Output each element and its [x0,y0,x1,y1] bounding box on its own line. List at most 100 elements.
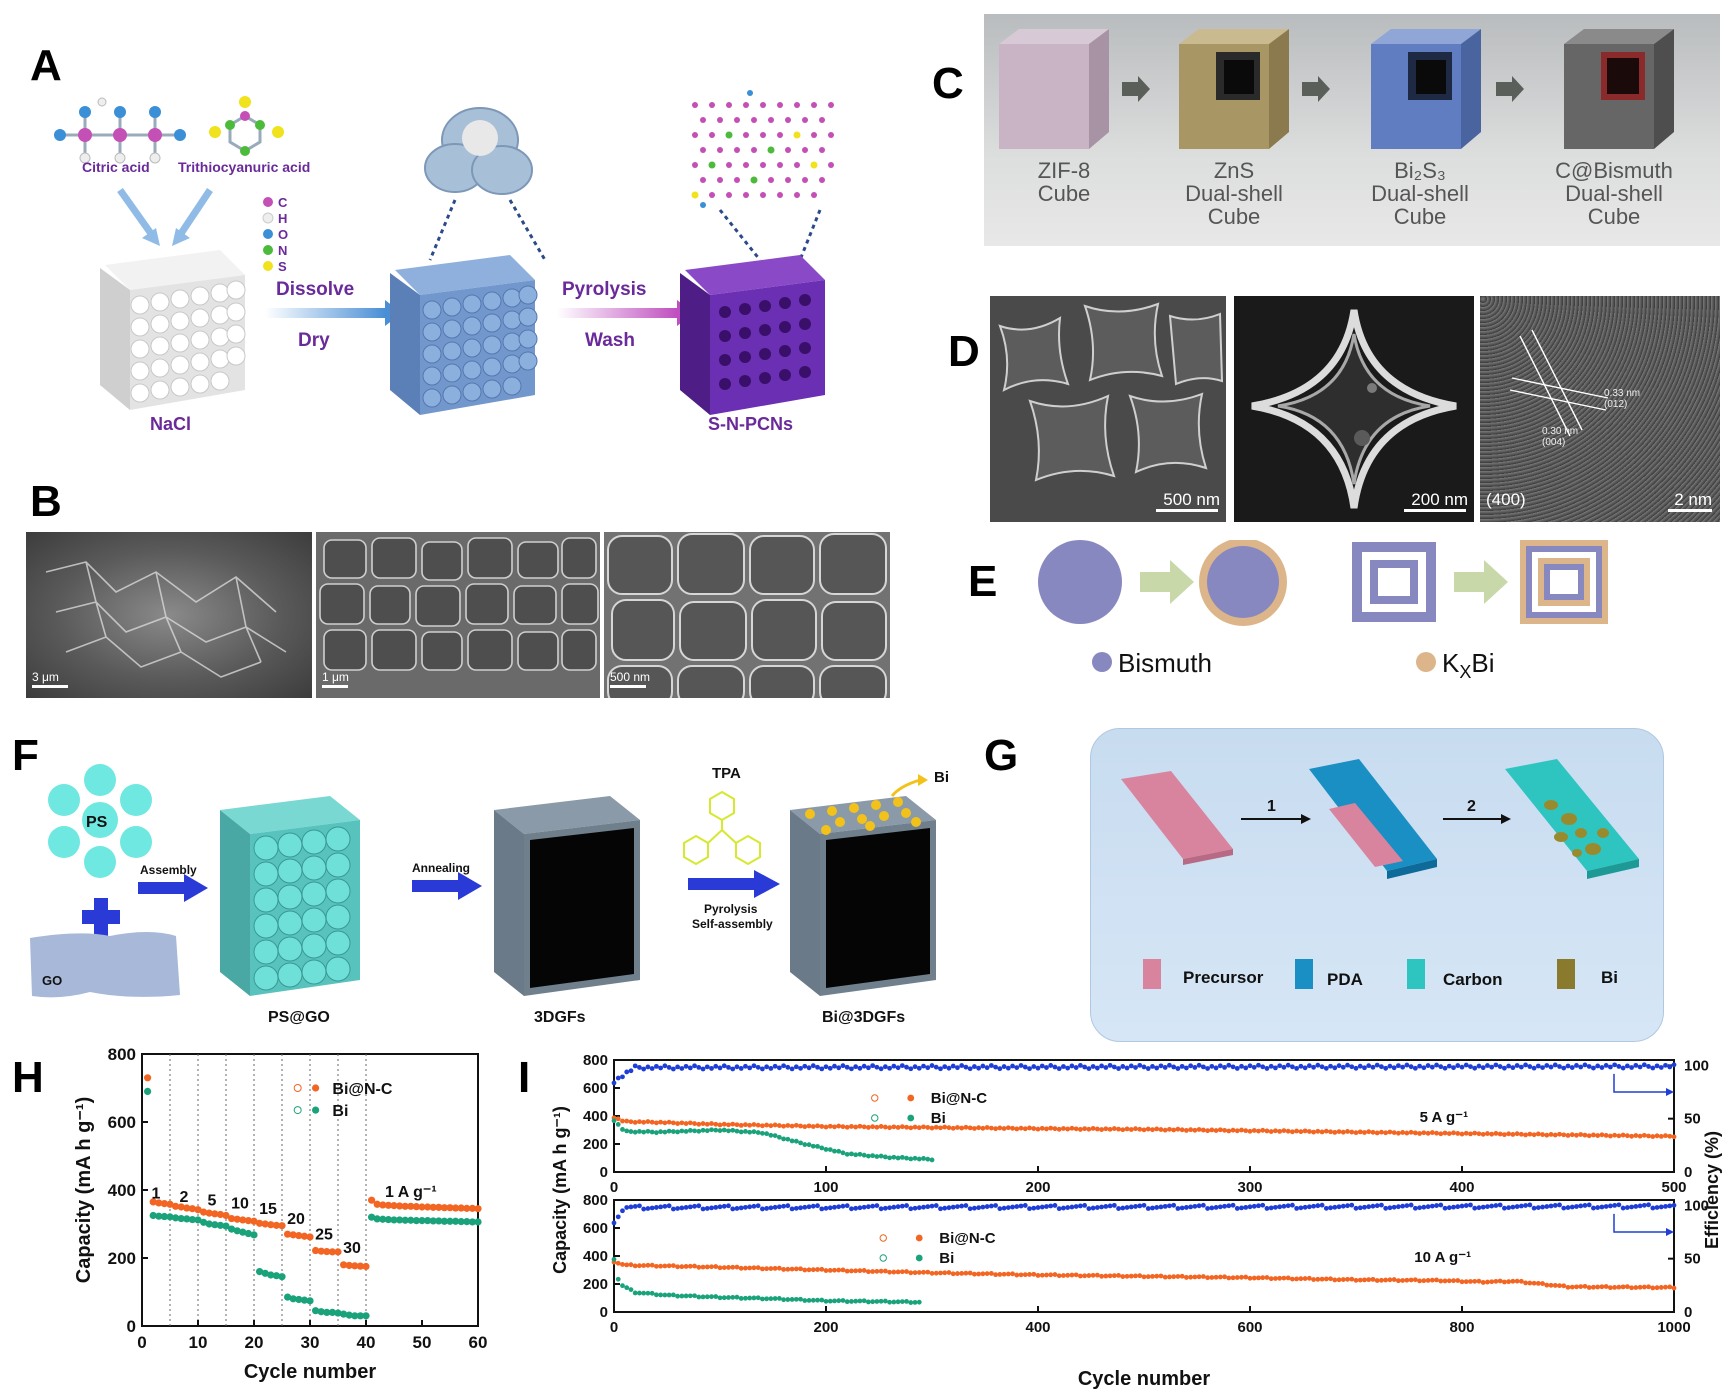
efficiency-point [1175,1206,1181,1211]
efficiency-point [895,1065,901,1071]
x-tick-label: 100 [813,1179,838,1196]
data-point-bi [827,1298,833,1304]
efficiency-point [1150,1205,1155,1211]
data-point-bi-nc [1281,1275,1287,1281]
data-point-bi-nc [687,1263,693,1269]
data-point-bi-nc [1349,1129,1355,1135]
data-point-bi-nc [1624,1284,1630,1290]
efficiency-point [993,1203,998,1208]
efficiency-point [1400,1064,1406,1070]
data-point-bi-nc [1370,1276,1376,1282]
data-point-bi-nc [993,1272,998,1278]
data-point-bi-nc [256,1219,264,1227]
efficiency-point [980,1204,986,1210]
data-point-bi [887,1299,892,1305]
efficiency-point [870,1063,876,1069]
efficiency-point [1323,1065,1329,1071]
data-point-bi [844,1299,850,1305]
efficiency-point [1056,1066,1062,1072]
data-point-bi-nc [1654,1285,1660,1291]
data-point-bi-nc [925,1269,931,1275]
efficiency-point [1230,1064,1236,1070]
data-point-bi-nc [1362,1277,1367,1283]
efficiency-point [1561,1065,1567,1071]
data-point-bi-nc [1027,1125,1032,1131]
efficiency-point [1005,1065,1011,1071]
data-point-bi-nc [1315,1128,1321,1134]
dry-label: Dry [298,330,330,351]
data-point-bi [435,1217,443,1225]
data-point-bi-nc [967,1125,973,1131]
efficiency-point [1056,1206,1062,1212]
efficiency-point [649,1066,655,1071]
efficiency-point [1336,1063,1342,1069]
data-point-bi-nc [1463,1279,1469,1285]
efficiency-point [1141,1064,1147,1070]
efficiency-point [1277,1063,1283,1069]
data-point-bi-nc [1544,1132,1550,1138]
efficiency-point [1387,1063,1393,1069]
data-point-bi-nc [272,1221,280,1229]
data-point-bi [912,1155,918,1161]
legend-bi: Bi [1601,968,1618,987]
efficiency-point [1421,1065,1427,1071]
data-point-bi-nc [1523,1132,1528,1138]
data-point-bi-nc [976,1125,982,1131]
svg-text:H: H [278,211,287,226]
data-point-bi-nc [1485,1131,1490,1136]
efficiency-point [764,1064,770,1070]
efficiency-point [1442,1205,1448,1211]
data-point-bi-nc [857,1268,863,1274]
chart-i-frame [613,1059,1675,1173]
data-point-bi-nc [1446,1131,1452,1137]
data-point-bi [798,1140,803,1146]
data-point-bi-nc [1027,1272,1032,1277]
data-point-bi-nc [1599,1132,1605,1138]
data-point-bi-nc [160,1200,168,1208]
efficiency-point [709,1205,714,1211]
efficiency-point [747,1204,753,1210]
efficiency-point [768,1205,774,1211]
efficiency-point [1493,1203,1499,1208]
data-point-bi [306,1297,314,1305]
citric-acid-molecule [54,97,186,164]
data-point-bi-nc [921,1269,926,1275]
data-point-bi-nc [312,1246,320,1255]
data-point-bi-nc [891,1124,897,1130]
efficiency-point [1552,1062,1558,1068]
data-point-bi-nc [1612,1132,1618,1138]
stage-bi2s3-line3: Cube [1393,204,1447,229]
data-point-bi-nc [1213,1274,1219,1280]
data-point-bi-nc [323,1247,331,1256]
efficiency-point [866,1204,871,1210]
efficiency-point [1663,1204,1668,1209]
data-point-bi [853,1152,859,1158]
data-point-bi-nc [857,1123,863,1129]
efficiency-point [1489,1064,1495,1070]
efficiency-point [1459,1203,1465,1209]
data-point-bi-nc [628,1119,634,1125]
data-point-bi-nc [976,1271,982,1277]
efficiency-point [1493,1062,1499,1068]
efficiency-point [1035,1065,1041,1071]
data-point-bi-nc [687,1120,693,1126]
data-point-bi [709,1127,714,1133]
efficiency-point [967,1206,973,1212]
efficiency-point [832,1063,837,1069]
data-point-bi-nc [1294,1276,1300,1282]
efficiency-point [1421,1204,1427,1210]
efficiency-point [916,1065,922,1071]
data-point-bi-nc [658,1263,664,1269]
data-point-bi [177,1214,185,1223]
data-point-bi-nc [1239,1127,1244,1133]
data-point-bi-nc [1608,1285,1613,1291]
efficiency-point [772,1063,778,1069]
data-point-bi-nc [1637,1133,1643,1139]
data-point-bi-nc [933,1270,939,1276]
efficiency-point [692,1063,697,1069]
data-point-bi [654,1292,659,1298]
data-point-bi [692,1128,697,1134]
efficiency-point [721,1063,727,1069]
data-point-bi-nc [1629,1285,1634,1291]
efficiency-point [1196,1062,1202,1068]
